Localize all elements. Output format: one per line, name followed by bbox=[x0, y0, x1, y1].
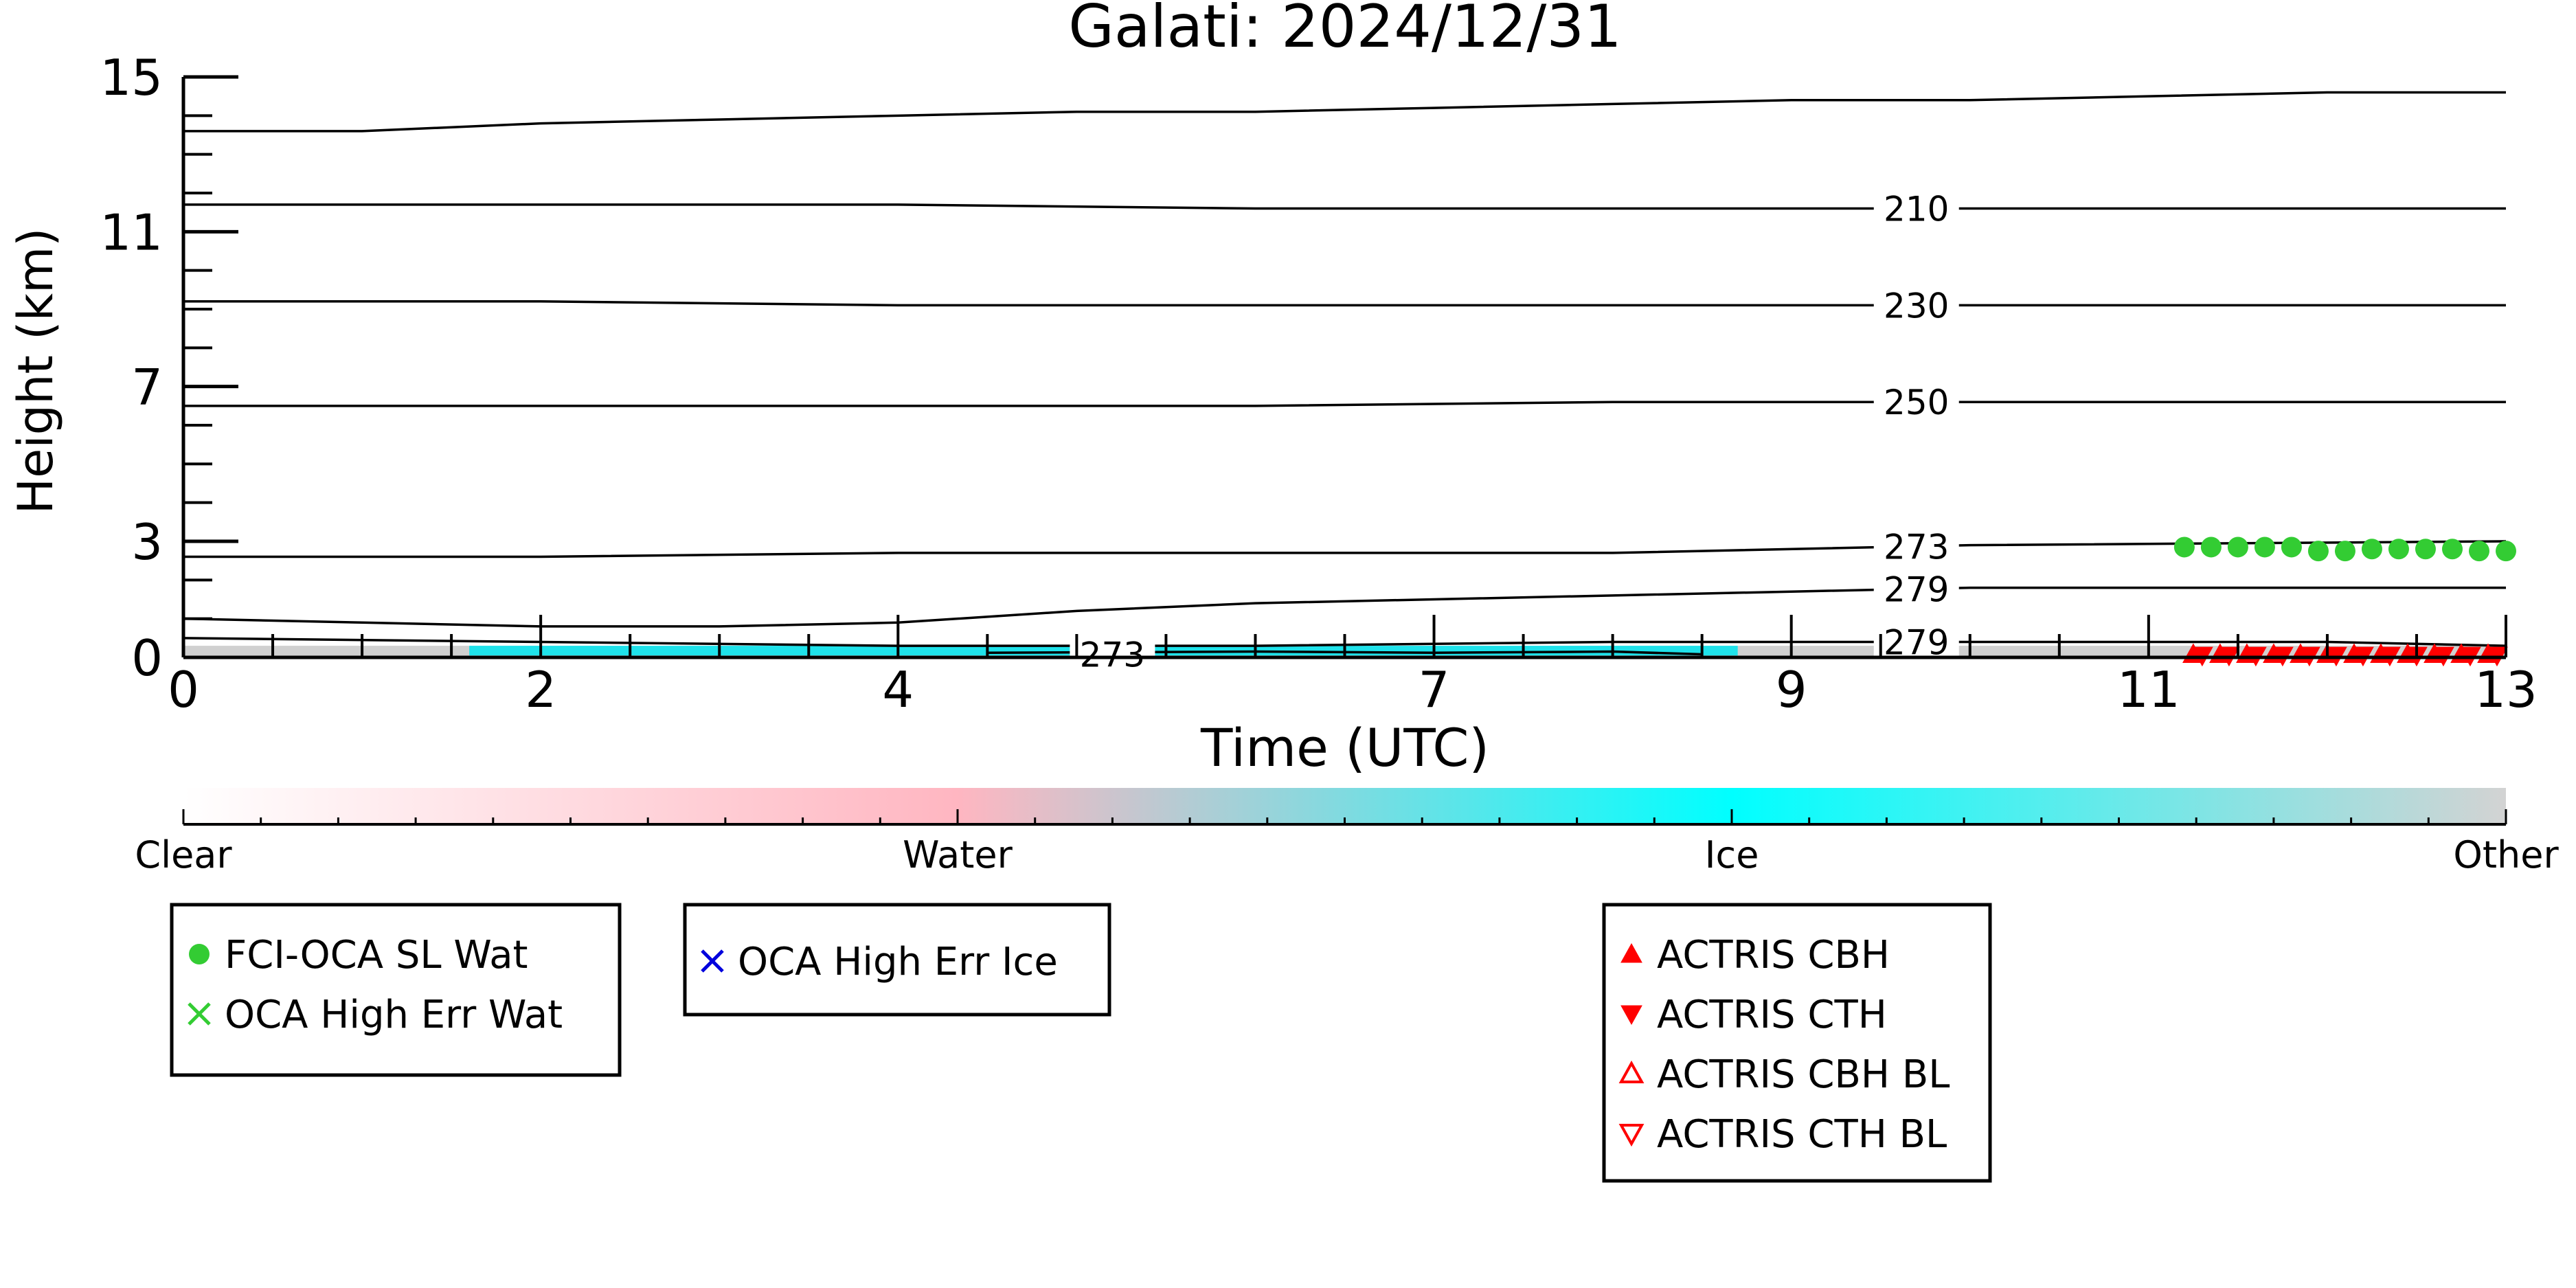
contour-label-bg bbox=[1873, 287, 1959, 324]
contour-label-bg bbox=[1873, 571, 1959, 607]
legend-entry-label: OCA High Err Wat bbox=[225, 993, 563, 1037]
data-point bbox=[2254, 536, 2275, 558]
legend-marker bbox=[189, 944, 210, 964]
legend-frame bbox=[683, 903, 1111, 1017]
x-tick-label: 4 bbox=[882, 661, 914, 719]
colorbar-label: Water bbox=[903, 833, 1013, 877]
legend-frame bbox=[1602, 903, 1992, 1183]
x-axis: 0 2 4 7 9 11 13 bbox=[168, 615, 2538, 719]
contour-line bbox=[183, 300, 2506, 307]
data-point bbox=[2388, 539, 2409, 560]
chart-title: Galati: 2024/12/31 bbox=[1068, 0, 1622, 61]
x-tick-label: 9 bbox=[1776, 661, 1807, 719]
contour-label-bg bbox=[1873, 190, 1959, 227]
x-tick-label: 13 bbox=[2474, 661, 2538, 719]
data-point bbox=[2441, 539, 2463, 560]
y-axis: 0 3 7 11 15 bbox=[100, 49, 238, 687]
x-tick-label: 11 bbox=[2117, 661, 2180, 719]
data-point bbox=[2173, 536, 2195, 558]
x-axis-label: Time (UTC) bbox=[1200, 717, 1489, 778]
y-axis-label: Height (km) bbox=[8, 228, 64, 515]
data-point bbox=[2496, 541, 2516, 562]
data-point bbox=[2200, 536, 2222, 558]
y-tick-label: 11 bbox=[100, 203, 163, 261]
data-point bbox=[2361, 539, 2382, 560]
legend-frame bbox=[170, 903, 622, 1077]
colorbar-label: Other bbox=[2453, 833, 2559, 877]
contour-label: 250 bbox=[1884, 383, 1949, 422]
contour-label: 273 bbox=[1884, 527, 1949, 567]
legend-box: OCA High Err Ice bbox=[683, 903, 1111, 1017]
contour-line bbox=[183, 540, 2507, 558]
x-tick-label: 0 bbox=[168, 661, 199, 719]
contour-label-bg bbox=[1070, 636, 1155, 673]
legend-marker bbox=[701, 949, 724, 973]
contour-line bbox=[183, 91, 2506, 133]
contour-label: 230 bbox=[1884, 286, 1949, 326]
legend-entry-label: FCI-OCA SL Wat bbox=[225, 933, 528, 978]
legend-marker bbox=[1620, 942, 1642, 963]
data-markers bbox=[2173, 536, 2516, 667]
contour-label-bg bbox=[1873, 384, 1959, 420]
legend-marker bbox=[1618, 1060, 1645, 1083]
data-point bbox=[2468, 541, 2489, 562]
data-point bbox=[2227, 536, 2248, 558]
contour-label-bg bbox=[1873, 528, 1959, 565]
contour-label-bg bbox=[1873, 624, 1959, 660]
legend-box: FCI-OCA SL Wat OCA High Err Wat bbox=[170, 903, 622, 1077]
contour-line bbox=[183, 400, 2506, 407]
data-point bbox=[2415, 539, 2436, 560]
legend-entry-label: ACTRIS CTH BL bbox=[1657, 1112, 1947, 1157]
y-tick-label: 0 bbox=[131, 629, 163, 687]
legend-marker bbox=[1620, 1005, 1642, 1026]
data-point bbox=[2334, 541, 2355, 562]
legend-marker bbox=[1618, 1124, 1645, 1147]
phase-colorbar: Clear Water Ice Other bbox=[135, 788, 2559, 877]
y-tick-label: 7 bbox=[131, 359, 163, 416]
legend-entry-label: OCA High Err Ice bbox=[738, 940, 1058, 984]
x-tick-label: 7 bbox=[1419, 661, 1450, 719]
x-tick-label: 2 bbox=[525, 661, 556, 719]
legend-entry-label: ACTRIS CBH BL bbox=[1657, 1052, 1950, 1097]
legend-entry-label: ACTRIS CBH bbox=[1657, 933, 1890, 978]
contour-label: 210 bbox=[1884, 190, 1949, 229]
data-point bbox=[2281, 536, 2302, 558]
legend-entry-label: ACTRIS CTH bbox=[1657, 993, 1887, 1037]
contour-label: 273 bbox=[1080, 635, 1145, 675]
colorbar-label: Ice bbox=[1705, 833, 1759, 877]
contour-line bbox=[183, 203, 2506, 210]
y-tick-label: 15 bbox=[100, 49, 163, 106]
legend-marker bbox=[188, 1002, 211, 1026]
contour-label: 279 bbox=[1884, 569, 1949, 609]
y-tick-label: 3 bbox=[131, 513, 163, 571]
legend-box: ACTRIS CBH ACTRIS CTH ACTRIS CBH BL ACTRIS … bbox=[1602, 903, 1992, 1183]
contour-line bbox=[183, 586, 2506, 628]
legends: FCI-OCA SL Wat OCA High Err Wat OCA High E… bbox=[170, 903, 1992, 1183]
colorbar-label: Clear bbox=[135, 833, 232, 877]
data-point bbox=[2307, 541, 2329, 562]
